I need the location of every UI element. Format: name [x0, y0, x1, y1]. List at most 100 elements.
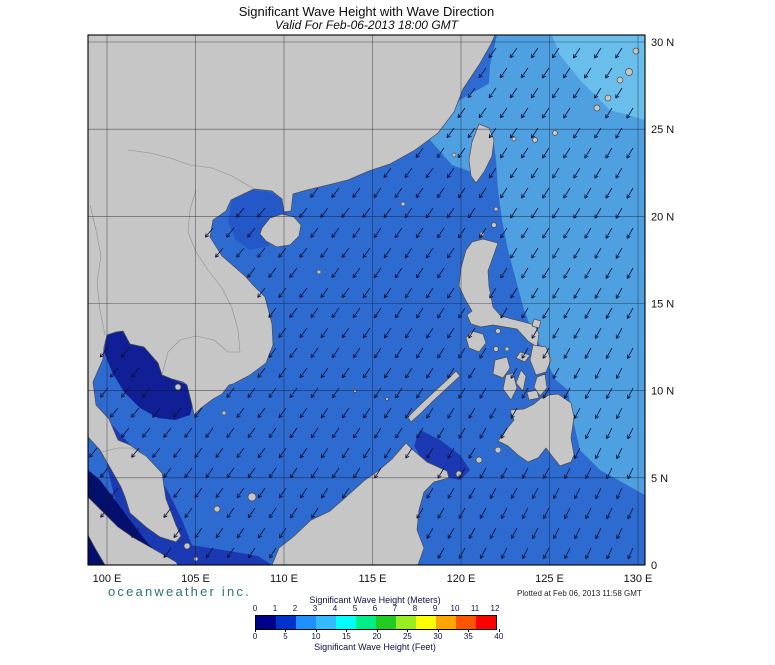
meters-tick-label: 6: [372, 604, 378, 613]
meters-tick-label: 2: [292, 604, 298, 613]
chart-subtitle: Valid For Feb-06-2013 18:00 GMT: [275, 18, 458, 32]
small-island: [183, 542, 191, 550]
lon-tick-label: 110 E: [270, 573, 298, 585]
small-island: [491, 222, 497, 228]
land-negros: [502, 372, 518, 401]
lon-tick-label: 130 E: [624, 573, 653, 585]
small-island: [625, 68, 633, 76]
colorbar-segment: [476, 616, 496, 629]
feet-tick-label: 10: [311, 632, 321, 641]
meters-tick-label: 5: [352, 604, 358, 613]
feet-tick-mark: [437, 629, 439, 632]
small-island: [400, 201, 406, 207]
feet-tick-label: 15: [341, 632, 351, 641]
feet-tick-label: 25: [402, 632, 412, 641]
map-frame: [87, 34, 646, 566]
meters-tick-label: 10: [450, 604, 460, 613]
country-border: [161, 335, 240, 376]
feet-tick-label: 0: [252, 632, 258, 641]
lat-tick-label: 10 N: [651, 386, 674, 398]
sea-region-karimata: [178, 545, 272, 565]
land-mainland: [88, 35, 496, 543]
meters-tick-label: 11: [470, 604, 480, 613]
colorbar-segment: [356, 616, 376, 629]
lat-tick-label: 0: [651, 560, 657, 572]
small-island: [495, 328, 501, 334]
feet-tick-mark: [285, 629, 287, 632]
lat-tick-label: 30 N: [651, 37, 674, 49]
meters-tick-label: 3: [312, 604, 318, 613]
feet-tick-label: 5: [283, 632, 288, 641]
land-sumatra: [88, 496, 179, 565]
meters-tick-label: 7: [392, 604, 398, 613]
feet-tick-label: 30: [433, 632, 443, 641]
small-island: [604, 94, 612, 102]
colorbar: [255, 615, 497, 630]
land-hainan: [259, 213, 302, 248]
land-catanduanes: [531, 318, 542, 329]
small-island: [193, 556, 199, 562]
land-luzon: [458, 238, 540, 348]
colorbar-feet-ticks: 0 5 10 15 20 25 30 35 40: [0, 629, 775, 641]
small-island: [221, 410, 227, 416]
small-island: [532, 137, 538, 143]
feet-tick-mark: [498, 629, 500, 632]
sea-region-east-pacific: [488, 35, 645, 495]
feet-tick-mark: [407, 629, 409, 632]
meters-tick-label: 9: [432, 604, 438, 613]
axis-labels: 100 E 105 E 110 E 115 E 120 E 125 E 130 E0 5 N 1…: [93, 37, 675, 585]
country-border: [89, 204, 106, 336]
sea-region-northeast-light: [552, 35, 645, 120]
feet-tick-label: 20: [372, 632, 382, 641]
feet-tick-mark: [255, 629, 256, 632]
country-border: [187, 189, 241, 353]
land-borneo: [271, 442, 450, 565]
land-panay: [492, 356, 511, 379]
small-island: [511, 136, 517, 142]
small-island: [552, 130, 558, 136]
small-island: [451, 152, 457, 158]
lat-tick-label: 15 N: [651, 299, 674, 311]
small-island: [174, 383, 182, 391]
land-palawan: [407, 370, 461, 423]
lon-tick-label: 120 E: [447, 573, 476, 585]
lon-tick-label: 100 E: [93, 573, 122, 585]
colorbar-feet-label: Significant Wave Height (Feet): [314, 642, 436, 652]
land-mindanao: [497, 393, 575, 467]
feet-tick-mark: [346, 629, 348, 632]
small-island: [493, 206, 499, 212]
feet-tick-mark: [315, 629, 317, 632]
small-island: [353, 389, 357, 393]
feet-tick-label: 40: [494, 632, 504, 641]
meters-tick-label: 1: [272, 604, 278, 613]
small-island: [247, 492, 257, 502]
meters-tick-label: 0: [252, 604, 258, 613]
colorbar-segment: [256, 616, 276, 629]
colorbar-segment: [296, 616, 316, 629]
land-samar: [529, 344, 552, 376]
colorbar-segment: [316, 616, 336, 629]
colorbar-meters-label: Significant Wave Height (Meters): [309, 595, 441, 605]
meters-tick-label: 8: [412, 604, 418, 613]
colorbar-segment: [376, 616, 396, 629]
feet-tick-label: 35: [463, 632, 473, 641]
country-border: [127, 149, 255, 190]
lon-tick-label: 115 E: [359, 573, 387, 585]
colorbar-segment: [276, 616, 296, 629]
plotted-timestamp: Plotted at Feb 06, 2013 11:58 GMT: [517, 589, 642, 598]
colorbar-segment: [416, 616, 436, 629]
colorbar-segment: [436, 616, 456, 629]
small-island: [213, 505, 221, 513]
lon-tick-label: 105 E: [181, 573, 210, 585]
lat-tick-label: 25 N: [651, 124, 674, 136]
lon-tick-label: 125 E: [535, 573, 564, 585]
country-border: [101, 447, 148, 458]
small-island: [593, 104, 601, 112]
chart-title: Significant Wave Height with Wave Direct…: [238, 4, 495, 19]
small-island: [494, 446, 502, 454]
land-cebu: [515, 369, 527, 392]
small-island: [475, 456, 483, 464]
small-island: [616, 76, 624, 84]
